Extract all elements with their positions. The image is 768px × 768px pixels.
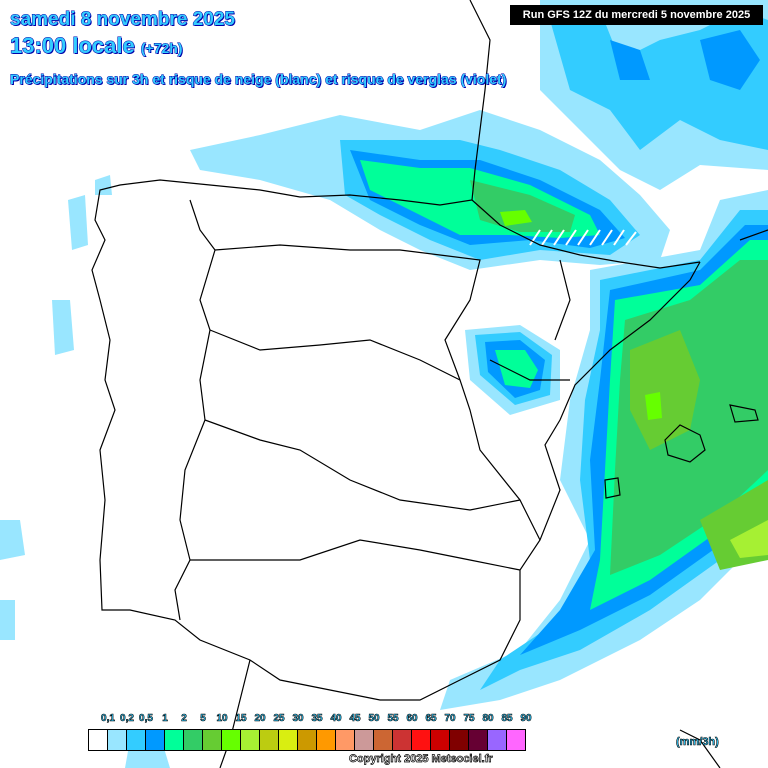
legend-label: 0,5: [139, 713, 154, 725]
legend-swatch: [450, 730, 469, 750]
legend-label: 0,2: [120, 713, 135, 725]
legend-swatch: [184, 730, 203, 750]
legend-swatch: [412, 730, 431, 750]
legend-swatch: [260, 730, 279, 750]
legend-label: 30: [292, 713, 304, 725]
legend-label: 5: [200, 713, 206, 725]
legend-swatch: [241, 730, 260, 750]
forecast-time: 13:00 locale (+72h): [10, 33, 183, 59]
legend-swatch: [146, 730, 165, 750]
legend-swatch: [393, 730, 412, 750]
legend-label: 1: [162, 713, 168, 725]
legend-label: 45: [349, 713, 361, 725]
legend-swatch: [507, 730, 525, 750]
legend-label: 90: [520, 713, 532, 725]
legend-swatch: [488, 730, 507, 750]
copyright: Copyright 2025 Meteociel.fr: [349, 753, 493, 766]
legend-swatch: [469, 730, 488, 750]
legend-swatch: [222, 730, 241, 750]
legend-swatch: [317, 730, 336, 750]
legend-label: 10: [216, 713, 228, 725]
legend-label: 50: [368, 713, 380, 725]
precip-bright: [500, 210, 662, 420]
legend-label: 20: [254, 713, 266, 725]
local-time: 13:00 locale: [10, 33, 136, 59]
legend-label: 75: [463, 713, 475, 725]
snow-risk-hatch: [529, 229, 637, 246]
legend-swatch: [165, 730, 184, 750]
map-subtitle: Précipitations sur 3h et risque de neige…: [9, 71, 507, 88]
legend-unit: (mm/3h): [676, 736, 719, 749]
legend-swatch: [336, 730, 355, 750]
legend-label: 85: [501, 713, 513, 725]
legend-label: 35: [311, 713, 323, 725]
legend-swatch: [298, 730, 317, 750]
coastlines-borders: [91, 0, 768, 768]
legend-swatch: [203, 730, 222, 750]
forecast-date: samedi 8 novembre 2025: [10, 9, 236, 31]
legend-label: 2: [181, 713, 187, 725]
legend-swatch: [108, 730, 127, 750]
legend-label: 15: [235, 713, 247, 725]
legend-label: 65: [425, 713, 437, 725]
legend-label: 60: [406, 713, 418, 725]
legend-swatch: [279, 730, 298, 750]
legend-label: 0,1: [101, 713, 116, 725]
legend-swatch: [89, 730, 108, 750]
model-run-label: Run GFS 12Z du mercredi 5 novembre 2025: [510, 5, 763, 25]
legend-label: 25: [273, 713, 285, 725]
precip-yellowgreen: [730, 520, 768, 558]
legend-swatch: [374, 730, 393, 750]
legend-swatch: [431, 730, 450, 750]
legend-swatch: [355, 730, 374, 750]
legend-label: 40: [330, 713, 342, 725]
legend-swatch: [127, 730, 146, 750]
legend-labels: 0,1 0,2 0,5 1 2 5 10 15 20 25 30 35 40 45 50 55 60 65 70 75…: [88, 713, 548, 727]
legend-label: 80: [482, 713, 494, 725]
legend-label: 70: [444, 713, 456, 725]
lead-time: (+72h): [140, 40, 183, 57]
color-legend: [88, 729, 526, 751]
legend-label: 55: [387, 713, 399, 725]
